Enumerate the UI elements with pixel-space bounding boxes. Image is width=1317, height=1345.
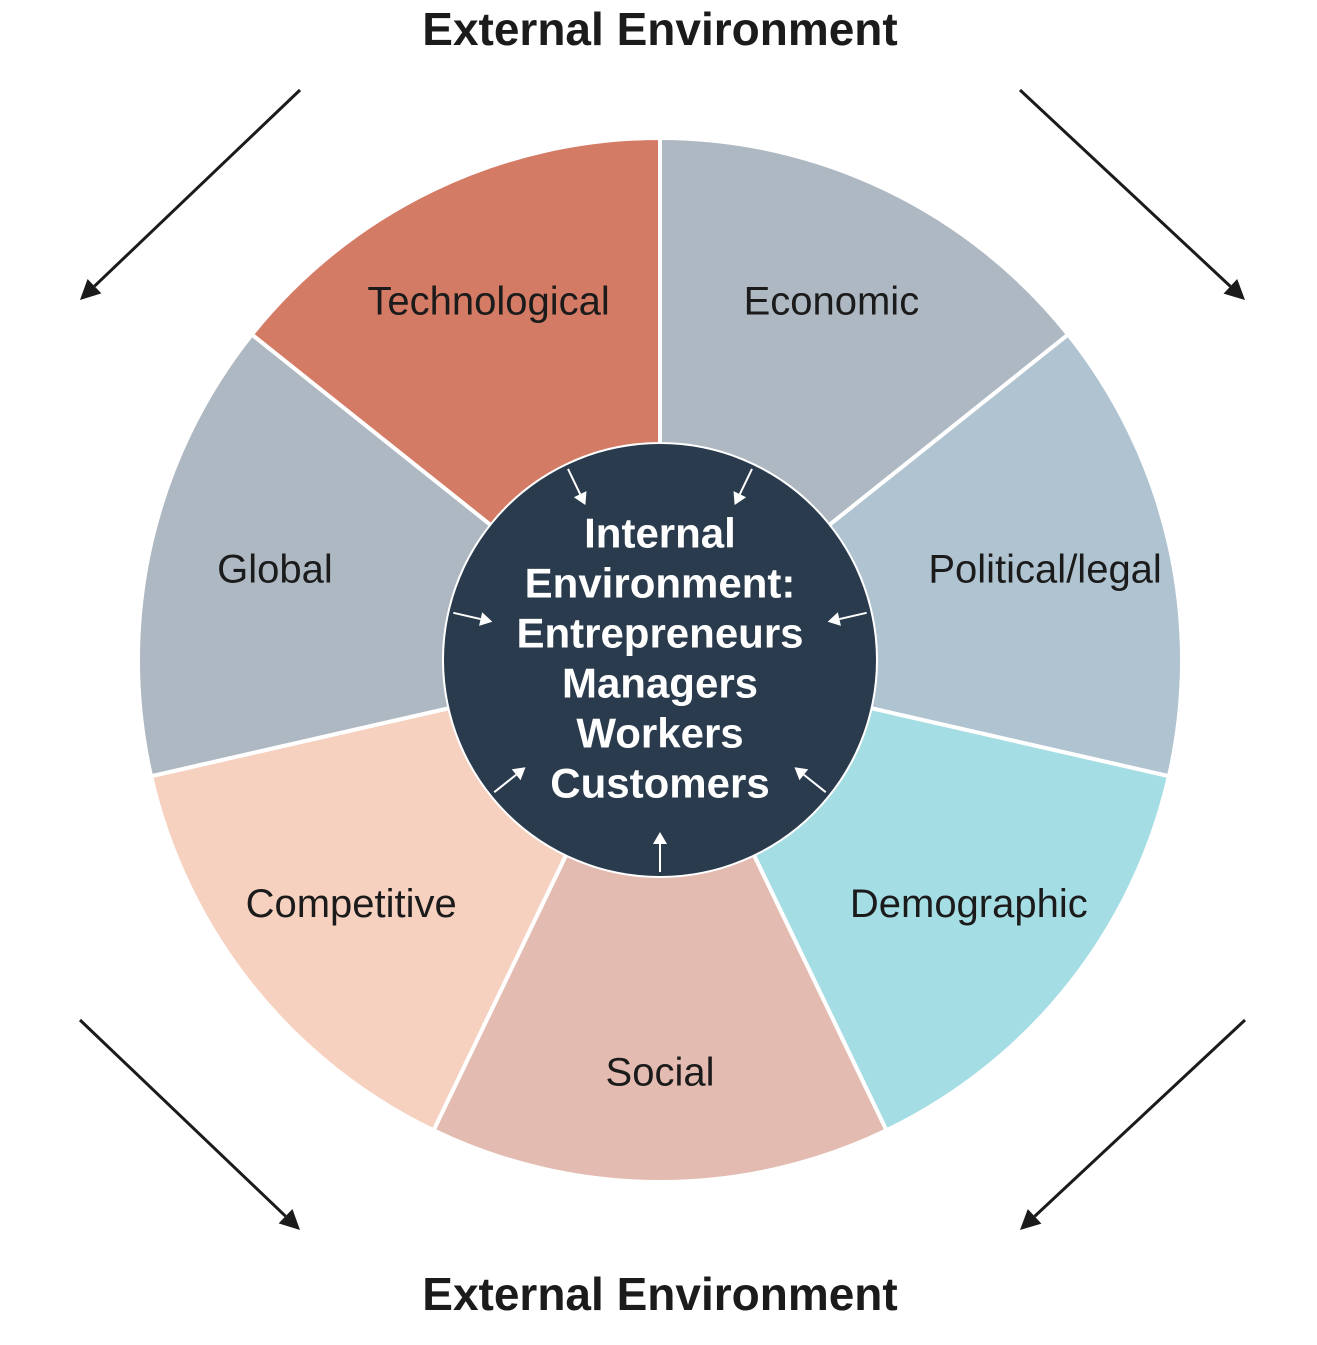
segment-label-1: Political/legal (928, 548, 1161, 592)
center-text-line-2: Entrepreneurs (516, 610, 803, 657)
segment-label-0: Economic (744, 280, 920, 324)
segment-label-4: Competitive (246, 882, 457, 926)
center-text-line-4: Workers (576, 710, 743, 757)
segment-label-5: Global (217, 548, 333, 592)
center-text-line-5: Customers (550, 760, 769, 807)
center-text-line-0: Internal (584, 510, 736, 557)
segment-label-6: Technological (367, 280, 609, 324)
corner-arrow-line-2 (80, 1020, 286, 1216)
external-label-top: External Environment (422, 3, 897, 55)
external-label-bottom: External Environment (422, 1268, 897, 1320)
center-text-line-3: Managers (562, 660, 758, 707)
corner-arrow-line-0 (94, 90, 300, 286)
corner-arrow-line-1 (1020, 90, 1230, 286)
center-text-line-1: Environment: (525, 560, 796, 607)
corner-arrow-line-3 (1035, 1020, 1245, 1216)
segment-label-2: Demographic (850, 882, 1088, 926)
segment-label-3: Social (606, 1051, 715, 1095)
